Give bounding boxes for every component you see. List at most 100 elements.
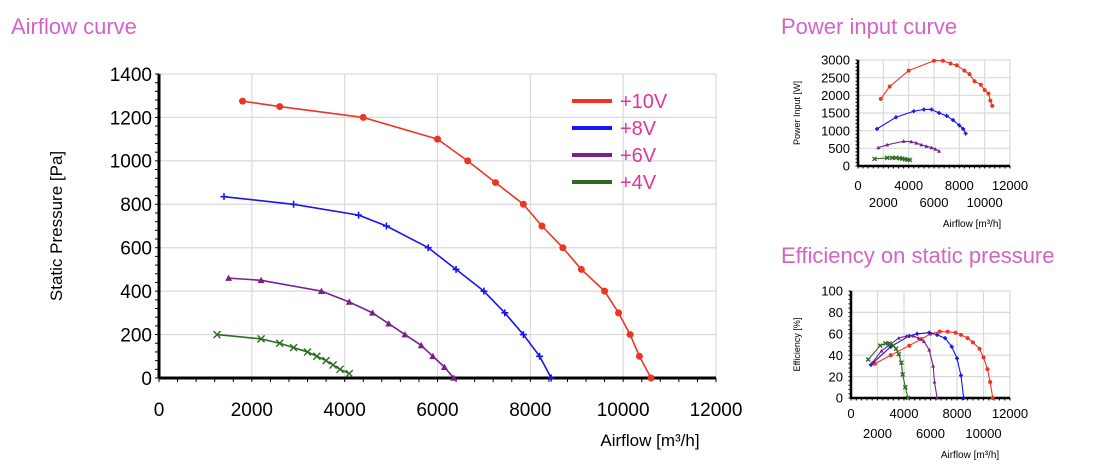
data-point: [329, 360, 338, 369]
series-line: [878, 140, 940, 152]
data-point: [921, 339, 926, 343]
x-tick-label: 12000: [992, 406, 1028, 421]
data-point: [967, 72, 972, 77]
data-point: [965, 336, 970, 341]
y-tick-label: 800: [120, 195, 152, 216]
series-4v: [213, 330, 354, 378]
data-point: [937, 329, 942, 334]
data-point: [911, 333, 916, 338]
y-tick-label: 2500: [821, 70, 850, 85]
series-line: [874, 331, 994, 399]
data-point: [977, 346, 982, 351]
data-point: [355, 211, 363, 219]
data-point: [312, 352, 321, 361]
data-point: [914, 141, 919, 145]
series-10v: [239, 97, 655, 382]
series-6v: [225, 274, 458, 381]
data-point: [982, 88, 987, 93]
data-point: [225, 274, 233, 281]
data-point: [961, 126, 966, 131]
data-point: [898, 360, 904, 366]
data-point: [955, 356, 959, 361]
data-point: [929, 145, 934, 150]
legend-label: +4V: [620, 172, 657, 194]
chart-2: 0 2000 4000 6000 8000 10000 12000 0 20 40 60 80 100 A…: [792, 284, 1028, 461]
x-tick-label: 8000: [945, 178, 974, 193]
data-point: [876, 145, 881, 150]
data-point: [954, 63, 959, 68]
y-axis-label: Efficiency [%]: [792, 318, 802, 372]
data-point: [635, 352, 643, 360]
x-tick-label: 0: [154, 400, 165, 421]
data-point: [949, 344, 954, 349]
data-point: [434, 135, 441, 143]
y-tick-label: 60: [829, 326, 843, 341]
data-point: [336, 365, 345, 374]
data-point: [931, 363, 936, 368]
x-axis-label: Airflow [m³/h]: [943, 219, 1002, 230]
data-point: [538, 222, 546, 230]
data-point: [275, 339, 284, 348]
power-chart-title: Power input curve: [781, 14, 958, 39]
x-tick-label: 0: [847, 406, 854, 421]
y-tick-label: 0: [836, 391, 843, 406]
x-tick-label: 8000: [943, 406, 972, 421]
y-tick-label: 400: [120, 282, 152, 303]
data-point: [935, 396, 940, 400]
data-point: [893, 155, 899, 161]
data-point: [963, 131, 968, 136]
data-point: [626, 331, 634, 339]
chart-1: 0 2000 4000 6000 8000 10000 12000 0 500 1000 1500 2…: [792, 53, 1028, 230]
data-point: [213, 330, 222, 339]
data-point: [559, 244, 567, 252]
data-point: [345, 298, 353, 305]
data-point: [911, 109, 916, 114]
series-6v: [870, 333, 940, 400]
y-tick-label: 0: [843, 159, 850, 174]
data-point: [887, 84, 892, 89]
data-point: [900, 371, 906, 377]
data-point: [962, 68, 967, 73]
x-tick-label: 4000: [890, 406, 919, 421]
data-point: [933, 147, 938, 151]
data-point: [257, 276, 265, 284]
y-tick-label: 200: [120, 325, 152, 346]
series-line: [228, 277, 455, 379]
data-point: [927, 347, 932, 352]
data-point: [452, 265, 460, 273]
data-point: [944, 113, 949, 118]
x-tick-label: 10000: [597, 400, 650, 421]
x-tick-label: 8000: [509, 400, 551, 421]
series-8v: [220, 193, 555, 382]
x-tick-label: 12000: [690, 400, 743, 421]
data-point: [988, 98, 993, 103]
data-point: [896, 351, 902, 357]
series-4v: [865, 340, 911, 401]
data-point: [924, 144, 929, 148]
data-point: [480, 287, 488, 295]
data-point: [990, 396, 995, 400]
data-point: [907, 343, 912, 348]
series-line: [880, 60, 993, 107]
data-point: [919, 142, 924, 147]
efficiency-chart-title: Efficiency on static pressure: [781, 243, 1055, 268]
data-point: [958, 332, 963, 337]
y-axis-label: Power Input [W]: [792, 81, 802, 145]
data-point: [937, 111, 942, 115]
y-tick-label: 1000: [821, 123, 850, 138]
data-point: [322, 356, 331, 365]
data-point: [878, 96, 883, 101]
data-point: [896, 336, 901, 340]
y-tick-label: 1400: [110, 65, 152, 86]
legend-label: +10V: [620, 91, 668, 113]
data-point: [921, 107, 926, 112]
data-point: [276, 103, 284, 111]
x-tick-label: 12000: [992, 178, 1028, 193]
data-point: [990, 103, 995, 108]
series-10v: [878, 58, 995, 108]
data-point: [359, 113, 367, 121]
y-tick-label: 20: [829, 369, 843, 384]
data-point: [958, 373, 963, 378]
data-point: [615, 309, 623, 317]
